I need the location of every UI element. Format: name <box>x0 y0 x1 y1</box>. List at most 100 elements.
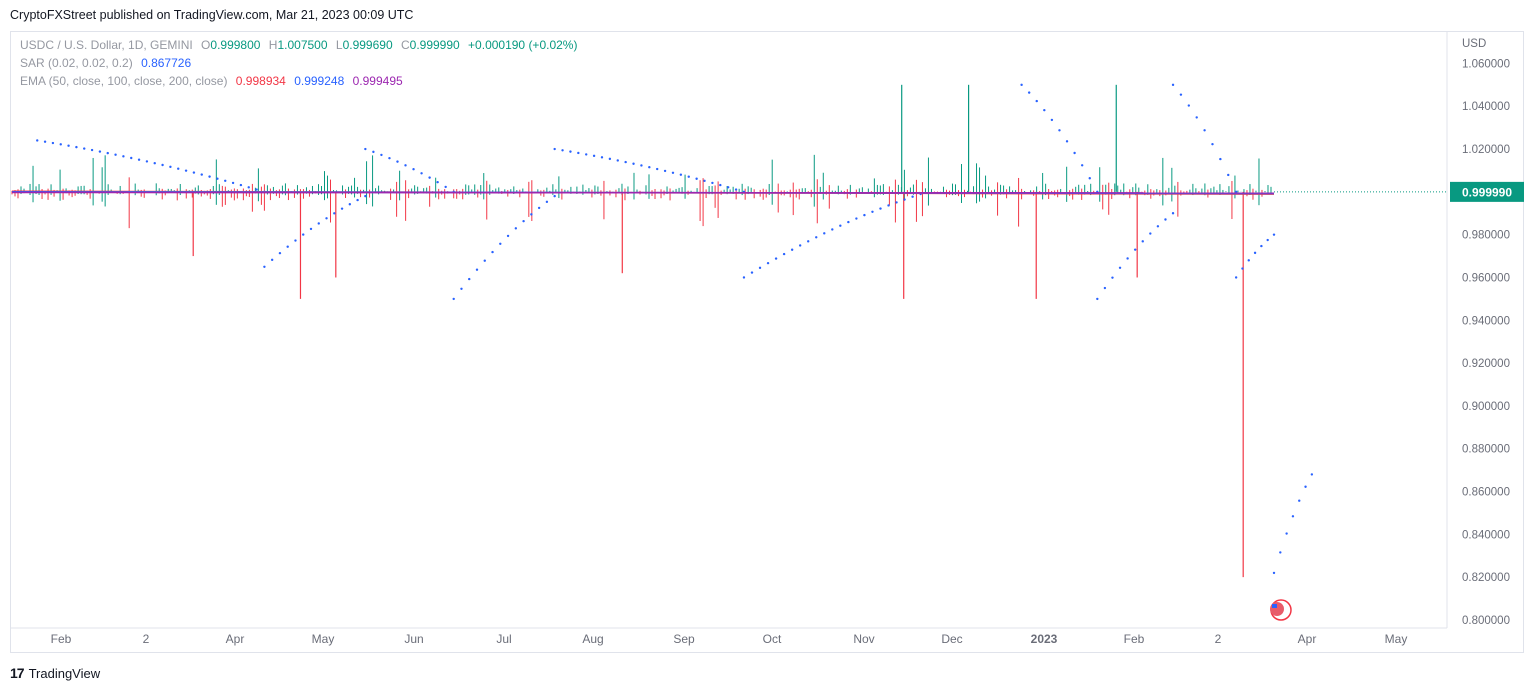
sar-label[interactable]: SAR (0.02, 0.02, 0.2) <box>20 56 133 70</box>
y-tick-label: 0.900000 <box>1462 401 1510 413</box>
sar-dot <box>317 222 320 225</box>
sar-dot <box>1304 485 1307 488</box>
sar-dot <box>1164 218 1167 221</box>
sar-dot <box>364 147 367 151</box>
sar-dot <box>1035 99 1038 103</box>
sar-dot <box>1171 83 1175 87</box>
sar-dot <box>782 252 786 256</box>
y-tick-label: 0.980000 <box>1462 230 1510 242</box>
sar-dot <box>887 204 890 207</box>
close-label: C <box>400 38 410 52</box>
sar-dot <box>499 242 502 246</box>
sar-dot <box>263 265 266 268</box>
sar-dot <box>758 266 762 270</box>
sar-dot <box>553 194 556 198</box>
sar-dot <box>815 236 818 239</box>
sar-dot <box>114 153 117 156</box>
sar-dot <box>270 258 274 262</box>
low-label: L <box>335 38 343 52</box>
x-tick-label: Nov <box>853 632 874 646</box>
sar-dot <box>522 219 525 223</box>
sar-dot <box>1111 276 1114 279</box>
sar-dot <box>436 180 439 184</box>
sar-dot <box>679 173 683 176</box>
sar-dot <box>231 181 235 185</box>
sar-dot <box>734 188 738 191</box>
sar-dot <box>545 200 549 204</box>
published-caption: CryptoFXStreet published on TradingView.… <box>10 8 414 22</box>
sar-dot <box>1227 173 1230 177</box>
sar-dot <box>1253 251 1257 255</box>
sar-dot <box>356 198 359 202</box>
sar-dot <box>468 277 471 281</box>
sar-dot <box>648 166 651 169</box>
sar-dot <box>687 175 690 178</box>
x-tick-label: Oct <box>763 632 782 646</box>
sar-dot <box>1247 259 1250 262</box>
sar-dot <box>1171 212 1175 215</box>
ema-label[interactable]: EMA (50, close, 100, close, 200, close) <box>20 74 228 88</box>
sar-dot <box>1103 286 1107 290</box>
sar-dot <box>703 179 706 183</box>
tradingview-footer[interactable]: 17 TradingView <box>10 665 100 681</box>
sar-dot <box>90 148 94 152</box>
sar-dot <box>224 179 227 182</box>
symbol-label[interactable]: USDC / U.S. Dollar, 1D, GEMINI <box>20 38 193 52</box>
sar-dot <box>43 140 47 143</box>
chart-frame[interactable] <box>10 31 1524 653</box>
sar-dot <box>1156 225 1160 228</box>
sar-dot <box>1241 267 1244 270</box>
sar-dot <box>1272 233 1276 236</box>
sar-dot <box>460 287 463 290</box>
sar-dot <box>537 206 541 210</box>
symbol-legend[interactable]: USDC / U.S. Dollar, 1D, GEMINI O0.999800… <box>20 38 577 52</box>
low-value: 0.999690 <box>342 38 393 52</box>
x-tick-label: Dec <box>941 632 962 646</box>
sar-dot <box>640 164 643 167</box>
sar-dot <box>774 257 778 260</box>
sar-dot <box>871 210 874 213</box>
sar-dot <box>1219 157 1222 161</box>
sar-dot <box>161 163 164 167</box>
y-tick-label: 0.840000 <box>1462 529 1510 541</box>
sar-dot <box>75 145 78 149</box>
x-tick-label: Apr <box>226 632 245 646</box>
ema-legend[interactable]: EMA (50, close, 100, close, 200, close) … <box>20 74 403 88</box>
sar-dot <box>1020 83 1023 87</box>
sar-dot <box>122 155 125 158</box>
sar-dot <box>1310 473 1314 476</box>
sar-dot <box>372 150 375 154</box>
sar-dot <box>863 213 866 217</box>
sar-dot <box>895 201 898 204</box>
sar-dot <box>616 159 619 162</box>
close-value: 0.999990 <box>409 38 460 52</box>
open-label: O <box>201 38 211 52</box>
sar-dot <box>608 157 612 161</box>
sar-dot <box>831 228 834 231</box>
sar-dot <box>823 232 826 235</box>
sar-dot <box>569 150 572 153</box>
sar-dot <box>302 233 305 236</box>
sar-dot <box>59 143 62 146</box>
last-price-label: 0.999990 <box>1462 185 1512 199</box>
y-tick-label: 1.020000 <box>1462 144 1510 156</box>
sar-dot <box>1234 276 1238 279</box>
high-label: H <box>268 38 278 52</box>
ema50-value: 0.998934 <box>235 74 286 88</box>
axis-currency-label: USD <box>1462 38 1486 50</box>
sar-dot <box>36 139 39 142</box>
sar-legend[interactable]: SAR (0.02, 0.02, 0.2) 0.867726 <box>20 56 191 70</box>
x-tick-label: May <box>312 632 335 646</box>
sar-dot <box>671 171 675 174</box>
last-price-badge <box>1450 181 1524 202</box>
x-tick-label: Apr <box>1298 632 1317 646</box>
sar-dot <box>632 162 635 165</box>
sar-dot <box>452 297 455 301</box>
sar-dot <box>514 227 518 230</box>
sar-dot <box>145 160 149 163</box>
y-tick-label: 1.040000 <box>1462 101 1510 113</box>
ema100-value: 0.999248 <box>294 74 345 88</box>
sar-dot <box>1279 551 1282 554</box>
sar-dot <box>711 181 714 185</box>
